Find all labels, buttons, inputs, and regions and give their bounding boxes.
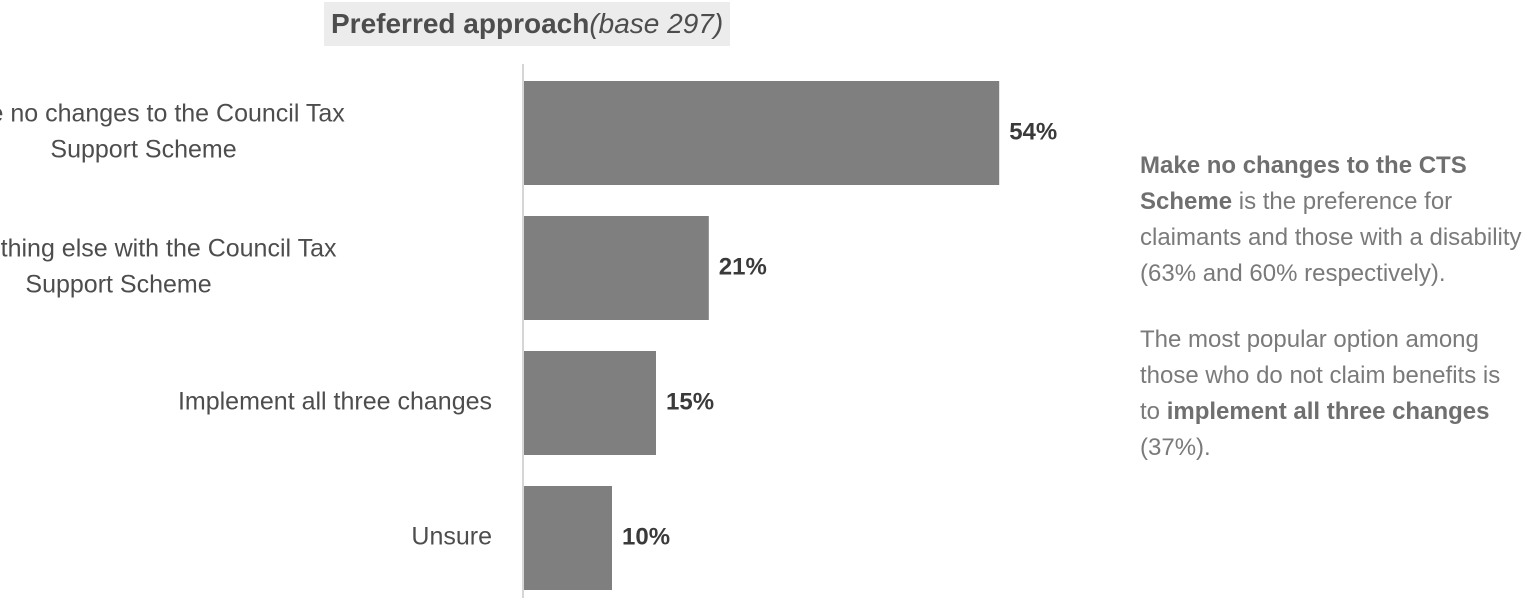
value-label-3: 15% <box>666 388 714 415</box>
bar-1 <box>524 81 1000 185</box>
category-label-3: Implement all three changes <box>178 388 492 416</box>
value-label-4: 10% <box>622 523 670 550</box>
commentary-paragraph-1: Make no changes to the CTS Scheme is the… <box>1140 148 1525 292</box>
commentary-highlight-1: Make no changes to the CTS Scheme <box>1140 152 1467 215</box>
category-label-1: Make no changes to the Council Tax Suppor… <box>0 100 345 164</box>
category-labels-group: Make no changes to the Council Tax Suppor… <box>0 100 492 551</box>
value-labels-group: 54% 21% 15% 10% <box>622 118 1057 550</box>
commentary-paragraph-2: The most popular option among those who … <box>1140 322 1525 466</box>
bar-3 <box>524 351 656 455</box>
chart-title-base: (base 297) <box>589 8 724 39</box>
commentary-text-1: is the preference for claimants and thos… <box>1140 188 1522 287</box>
bar-4 <box>524 486 612 590</box>
category-label-line: Make no changes to the Council Tax <box>0 100 345 128</box>
bars-group <box>524 81 1000 590</box>
value-label-2: 21% <box>719 253 767 280</box>
value-label-1: 54% <box>1009 118 1057 145</box>
category-label-line: Support Scheme <box>50 136 236 164</box>
category-label-4: Unsure <box>411 523 492 551</box>
commentary-text-3: (37%). <box>1140 434 1211 461</box>
category-label-line: Support Scheme <box>25 271 211 299</box>
category-label-2: Do something else with the Council Tax Su… <box>0 235 337 299</box>
bar-2 <box>524 216 709 320</box>
commentary-text-2: The most popular option among those who … <box>1140 326 1501 425</box>
chart-title: Preferred approach(base 297) <box>324 2 731 46</box>
category-label-line: Do something else with the Council Tax <box>0 235 337 263</box>
category-label-line: Implement all three changes <box>178 388 492 416</box>
bar-chart: Make no changes to the Council Tax Suppor… <box>0 64 1057 598</box>
category-label-line: Unsure <box>411 523 492 551</box>
chart-title-main: Preferred approach <box>331 8 590 39</box>
commentary-panel: Make no changes to the CTS Scheme is the… <box>1140 148 1525 466</box>
commentary-highlight-2: implement all three changes <box>1166 398 1490 425</box>
